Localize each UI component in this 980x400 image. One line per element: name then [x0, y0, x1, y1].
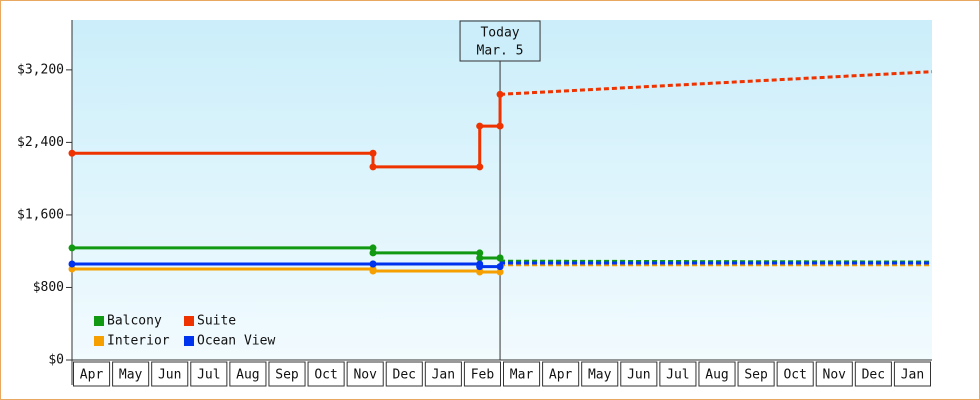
x-tick-box	[463, 361, 501, 387]
x-tick-label: Sep	[744, 368, 768, 383]
price-point	[369, 244, 377, 252]
price-point	[496, 122, 504, 130]
price-point	[369, 260, 377, 268]
price-point	[476, 122, 484, 130]
forecast-line	[499, 70, 933, 96]
x-tick-label: Dec	[862, 368, 885, 383]
today-date: Mar. 5	[477, 44, 524, 59]
x-tick-box	[151, 361, 189, 387]
x-tick-box	[190, 361, 228, 387]
x-tick-label: Jan	[901, 368, 924, 383]
x-tick-box	[229, 361, 267, 387]
legend-swatch	[184, 316, 194, 326]
x-tick-box	[503, 361, 541, 387]
x-tick-label: Aug	[236, 368, 259, 383]
legend-label: Ocean View	[197, 334, 275, 349]
legend-label: Balcony	[107, 314, 162, 329]
x-tick-box	[659, 361, 697, 387]
price-point	[68, 260, 76, 268]
x-tick-label: Nov	[353, 368, 377, 383]
today-label: Today	[480, 26, 519, 41]
price-point	[496, 254, 504, 262]
x-tick-box	[307, 361, 345, 387]
y-tick-label: $800	[33, 280, 64, 295]
price-point	[476, 163, 484, 171]
x-tick-box	[346, 361, 384, 387]
x-tick-label: Oct	[314, 368, 337, 383]
price-point	[369, 149, 377, 157]
x-tick-box	[698, 361, 736, 387]
x-tick-label: May	[588, 368, 612, 383]
price-point	[496, 90, 504, 98]
x-tick-box	[385, 361, 423, 387]
price-point	[68, 149, 76, 157]
price-point	[476, 249, 484, 257]
price-point	[369, 163, 377, 171]
y-tick-label: $3,200	[17, 62, 64, 77]
x-tick-label: Sep	[275, 368, 299, 383]
x-tick-label: Jul	[197, 368, 220, 383]
price-point	[369, 267, 377, 275]
x-tick-label: Mar	[510, 368, 534, 383]
legend-swatch	[94, 316, 104, 326]
x-tick-label: Aug	[705, 368, 728, 383]
x-tick-label: Dec	[393, 368, 416, 383]
x-tick-box	[73, 361, 111, 387]
x-tick-box	[112, 361, 150, 387]
y-tick-label: $0	[48, 353, 64, 368]
x-tick-box	[424, 361, 462, 387]
x-tick-box	[542, 361, 580, 387]
plot-area	[72, 20, 932, 360]
price-point	[496, 268, 504, 276]
x-tick-box	[776, 361, 814, 387]
x-tick-box	[581, 361, 619, 387]
x-tick-box	[893, 361, 932, 387]
x-tick-label: Apr	[549, 368, 573, 383]
price-point	[476, 254, 484, 262]
price-point	[476, 263, 484, 271]
price-point	[476, 268, 484, 276]
x-tick-label: Oct	[783, 368, 806, 383]
x-tick-box	[737, 361, 775, 387]
y-tick-label: $2,400	[17, 135, 64, 150]
legend-label: Interior	[107, 334, 170, 349]
today-box	[459, 20, 541, 62]
x-tick-label: Apr	[80, 368, 104, 383]
price-point	[68, 244, 76, 252]
legend-swatch	[184, 336, 194, 346]
y-tick-label: $1,600	[17, 207, 64, 222]
x-tick-box	[268, 361, 306, 387]
price-point	[369, 249, 377, 257]
x-tick-label: Nov	[823, 368, 847, 383]
x-tick-box	[620, 361, 658, 387]
x-tick-box	[815, 361, 853, 387]
x-tick-label: May	[119, 368, 143, 383]
x-tick-label: Jan	[432, 368, 455, 383]
price-point	[496, 263, 504, 271]
x-tick-label: Feb	[471, 368, 495, 383]
x-tick-box	[854, 361, 892, 387]
legend-swatch	[94, 336, 104, 346]
legend-label: Suite	[197, 314, 236, 329]
price-point	[68, 265, 76, 273]
x-tick-label: Jun	[158, 368, 181, 383]
x-tick-label: Jun	[627, 368, 650, 383]
x-tick-label: Jul	[666, 368, 689, 383]
